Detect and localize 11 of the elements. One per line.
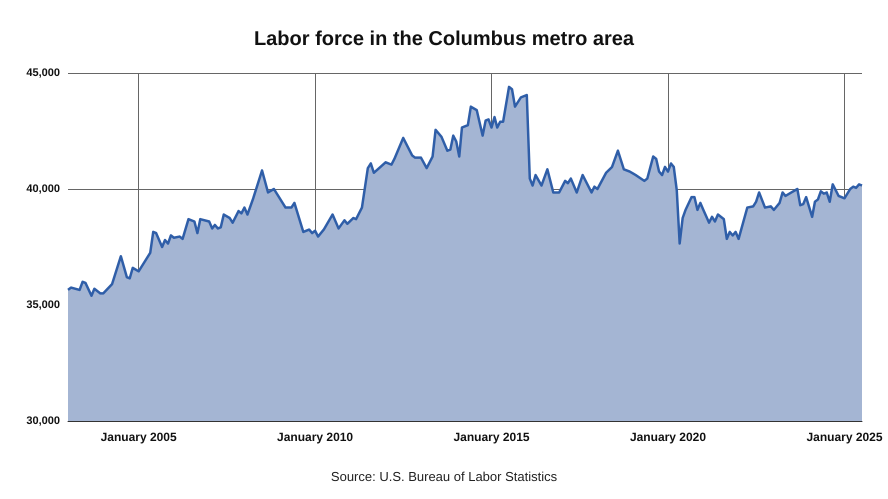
x-tick-label: January 2015	[453, 430, 530, 444]
x-tick-label: January 2005	[100, 430, 177, 444]
x-tick-label: January 2025	[806, 430, 883, 444]
chart-title: Labor force in the Columbus metro area	[254, 28, 635, 50]
y-tick-label: 40,000	[26, 183, 60, 195]
y-tick-label: 30,000	[26, 415, 60, 427]
x-tick-label: January 2010	[277, 430, 354, 444]
x-tick-label: January 2020	[630, 430, 706, 444]
y-tick-label: 35,000	[26, 299, 60, 311]
y-tick-label: 45,000	[26, 67, 60, 79]
source-note: Source: U.S. Bureau of Labor Statistics	[330, 469, 558, 484]
